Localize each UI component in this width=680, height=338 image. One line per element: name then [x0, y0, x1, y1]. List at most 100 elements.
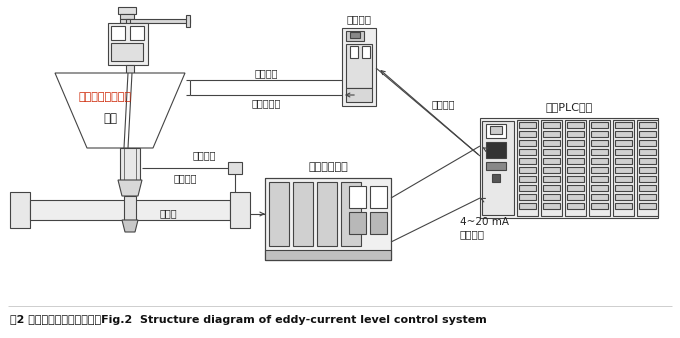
Bar — [519, 122, 536, 128]
Bar — [615, 158, 632, 164]
Bar — [186, 15, 190, 27]
Bar — [293, 182, 313, 246]
Bar — [486, 142, 506, 158]
Bar — [543, 122, 560, 128]
Text: 传感器: 传感器 — [159, 208, 177, 218]
Bar — [637, 120, 658, 216]
Polygon shape — [55, 73, 185, 148]
Bar — [591, 194, 608, 200]
Bar — [543, 131, 560, 137]
Bar — [615, 176, 632, 182]
Bar — [567, 167, 584, 173]
Bar — [565, 120, 586, 216]
Bar — [126, 65, 134, 73]
Bar — [543, 158, 560, 164]
Bar — [230, 192, 250, 228]
Bar — [615, 140, 632, 146]
Bar — [519, 176, 536, 182]
Bar — [639, 167, 656, 173]
Bar — [120, 19, 190, 23]
Bar — [543, 185, 560, 191]
Bar — [519, 158, 536, 164]
Bar — [111, 43, 143, 61]
Bar — [120, 148, 140, 180]
Bar — [591, 122, 608, 128]
Bar — [543, 194, 560, 200]
Bar — [591, 203, 608, 209]
Bar — [591, 185, 608, 191]
Text: 液位PLC系统: 液位PLC系统 — [545, 102, 593, 112]
Bar — [543, 176, 560, 182]
Bar — [567, 140, 584, 146]
Text: 涡流液位仪表: 涡流液位仪表 — [308, 162, 348, 172]
Bar — [639, 158, 656, 164]
Bar — [567, 131, 584, 137]
Bar — [591, 140, 608, 146]
Bar — [615, 203, 632, 209]
Bar — [228, 162, 242, 174]
Bar — [543, 167, 560, 173]
Text: 液位信号: 液位信号 — [460, 229, 485, 239]
Bar — [108, 23, 148, 65]
Bar — [346, 88, 372, 102]
Bar — [346, 44, 372, 88]
Bar — [370, 186, 387, 208]
Bar — [486, 162, 506, 170]
Bar — [10, 192, 30, 228]
Bar — [615, 149, 632, 155]
Bar — [126, 19, 130, 41]
Text: 塞棒: 塞棒 — [103, 112, 117, 124]
Bar — [362, 46, 370, 58]
Bar — [591, 158, 608, 164]
Bar — [639, 203, 656, 209]
Bar — [591, 149, 608, 155]
Bar — [519, 149, 536, 155]
Bar — [639, 194, 656, 200]
Polygon shape — [118, 180, 142, 196]
Bar — [124, 196, 136, 220]
Text: 江苏华云流量计厂: 江苏华云流量计厂 — [78, 92, 131, 102]
Text: 支架悬臂: 支架悬臂 — [192, 150, 216, 160]
Text: 动力电缆: 动力电缆 — [254, 68, 277, 78]
Bar — [639, 122, 656, 128]
Bar — [490, 126, 502, 134]
Bar — [567, 158, 584, 164]
Bar — [517, 120, 538, 216]
Bar — [615, 194, 632, 200]
Bar — [341, 182, 361, 246]
Bar — [482, 121, 514, 215]
Bar — [613, 120, 634, 216]
Bar — [567, 194, 584, 200]
Bar — [639, 140, 656, 146]
Bar — [130, 26, 144, 40]
Bar — [480, 118, 658, 218]
Bar — [349, 186, 366, 208]
Text: 伺服机构: 伺服机构 — [173, 173, 197, 183]
Bar — [519, 203, 536, 209]
Bar — [615, 185, 632, 191]
Bar — [265, 178, 391, 260]
Bar — [265, 178, 391, 260]
Bar — [519, 131, 536, 137]
Bar — [350, 46, 358, 58]
Text: 编码器电缆: 编码器电缆 — [252, 98, 281, 108]
Bar — [346, 31, 364, 41]
Bar — [350, 32, 360, 38]
Bar — [120, 14, 134, 19]
Bar — [567, 149, 584, 155]
Bar — [589, 120, 610, 216]
Bar — [567, 176, 584, 182]
Bar — [543, 149, 560, 155]
Bar — [541, 120, 562, 216]
Bar — [342, 28, 376, 106]
Bar — [269, 182, 289, 246]
Text: 图2 涡流液位控制系统结构图Fig.2  Structure diagram of eddy-current level control system: 图2 涡流液位控制系统结构图Fig.2 Structure diagram of… — [10, 315, 487, 325]
Bar — [30, 200, 230, 220]
Bar — [615, 122, 632, 128]
Bar — [265, 250, 391, 260]
Bar — [639, 149, 656, 155]
Bar — [591, 176, 608, 182]
Bar — [591, 131, 608, 137]
Text: 4~20 mA: 4~20 mA — [460, 217, 509, 227]
Bar — [486, 124, 506, 138]
